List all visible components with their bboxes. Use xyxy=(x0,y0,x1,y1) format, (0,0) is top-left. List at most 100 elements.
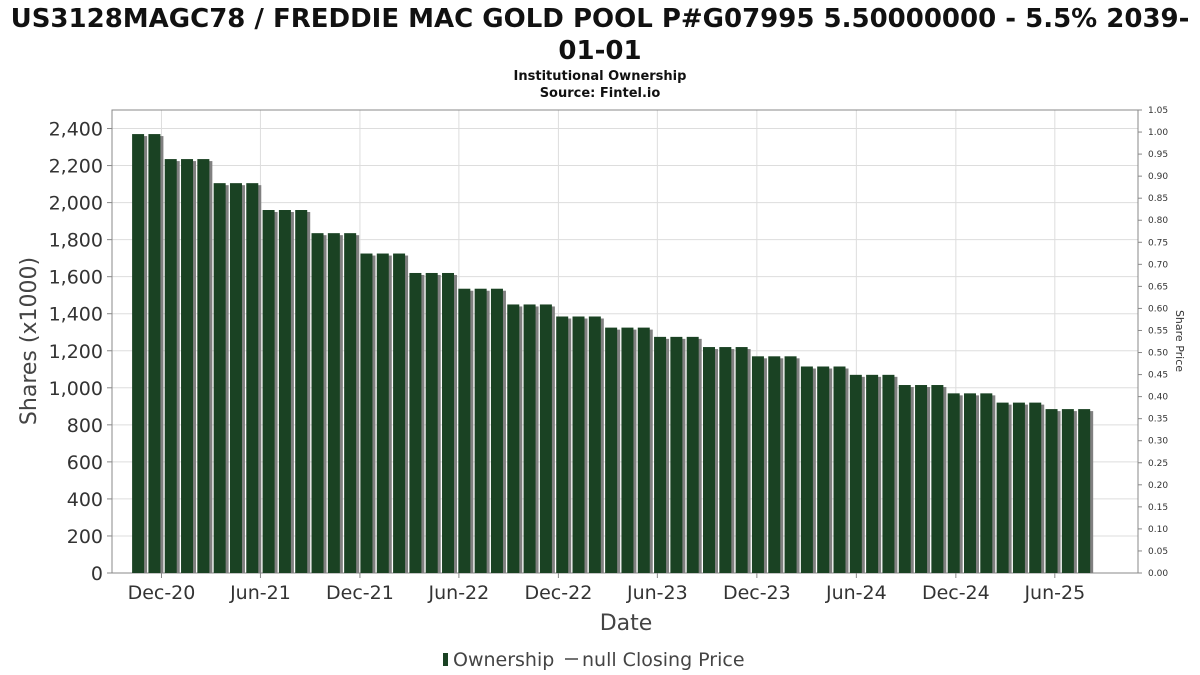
y-tick-label: 200 xyxy=(67,526,103,548)
ownership-bar xyxy=(458,288,471,573)
y2-tick-label: 0.30 xyxy=(1148,437,1168,447)
chart-title-line1: US3128MAGC78 / FREDDIE MAC GOLD POOL P#G… xyxy=(11,4,1190,34)
y2-tick-label: 0.70 xyxy=(1148,260,1168,270)
x-tick-label: Dec-20 xyxy=(128,582,196,604)
x-tick-label: Jun-22 xyxy=(428,582,490,604)
legend-price-label: null Closing Price xyxy=(582,649,745,671)
ownership-bar xyxy=(947,393,960,573)
y2-tick-label: 0.65 xyxy=(1148,282,1168,292)
y2-tick-label: 0.35 xyxy=(1148,415,1168,425)
y2-tick-label: 0.50 xyxy=(1148,349,1168,359)
ownership-bar xyxy=(670,336,683,573)
y-tick-label: 1,000 xyxy=(49,378,103,400)
y-tick-label: 600 xyxy=(67,452,103,474)
y2-tick-label: 0.45 xyxy=(1148,371,1168,381)
ownership-bar xyxy=(703,347,716,573)
ownership-bar xyxy=(425,272,438,573)
chart-title-line2: 01-01 xyxy=(558,36,641,66)
x-tick-label: Dec-21 xyxy=(326,582,394,604)
x-axis-ticks: Dec-20 Jun-21 Dec-21 Jun-22 Dec-22 Jun-23 Dec-… xyxy=(128,573,1085,604)
ownership-bar xyxy=(229,183,242,574)
ownership-bar xyxy=(360,253,373,573)
chart-subtitle-ownership: Institutional Ownership xyxy=(514,69,687,84)
ownership-bar xyxy=(539,304,552,573)
x-tick-label: Dec-22 xyxy=(524,582,592,604)
ownership-bar xyxy=(996,402,1009,573)
chart-subtitle-source: Source: Fintel.io xyxy=(540,86,661,101)
ownership-bar xyxy=(474,288,487,573)
ownership-bar xyxy=(654,336,667,573)
y2-tick-label: 0.15 xyxy=(1148,503,1168,513)
y2-tick-label: 0.00 xyxy=(1148,569,1168,579)
ownership-bar xyxy=(980,393,993,573)
y2-tick-label: 0.80 xyxy=(1148,216,1168,226)
y-tick-label: 1,200 xyxy=(49,341,103,363)
ownership-bar xyxy=(164,159,177,573)
y-tick-label: 1,600 xyxy=(49,267,103,289)
ownership-bar xyxy=(213,183,226,574)
ownership-bar xyxy=(262,210,275,573)
y2-tick-label: 0.95 xyxy=(1148,150,1168,160)
y-tick-label: 0 xyxy=(91,563,103,585)
ownership-bar xyxy=(409,272,422,573)
ownership-bar xyxy=(719,347,732,573)
ownership-bar xyxy=(490,288,503,573)
y2-tick-label: 0.85 xyxy=(1148,194,1168,204)
y-tick-label: 2,000 xyxy=(49,193,103,215)
ownership-bar xyxy=(588,316,601,573)
y2-tick-label: 0.05 xyxy=(1148,547,1168,557)
x-axis-label: Date xyxy=(600,611,653,636)
ownership-bar xyxy=(1045,409,1058,573)
ownership-bar xyxy=(898,385,911,573)
y-tick-label: 2,400 xyxy=(49,119,103,141)
ownership-bar xyxy=(376,253,389,573)
ownership-bar xyxy=(817,366,830,573)
ownership-bar xyxy=(278,210,291,573)
x-tick-label: Jun-23 xyxy=(626,582,688,604)
right-axis-ticks: 0.00 0.05 0.10 0.15 0.20 0.25 0.30 0.35 0.40 0.45… xyxy=(1138,106,1168,579)
ownership-bar xyxy=(1029,402,1042,573)
y-axis-label: Shares (x1000) xyxy=(17,257,42,425)
ownership-bar xyxy=(686,336,699,573)
ownership-bar xyxy=(833,366,846,573)
y-tick-label: 400 xyxy=(67,489,103,511)
ownership-bar xyxy=(1078,409,1091,573)
ownership-bar xyxy=(882,374,895,573)
y2-tick-label: 0.75 xyxy=(1148,238,1168,248)
ownership-bar xyxy=(768,356,781,573)
ownership-bar xyxy=(181,159,194,573)
ownership-bar xyxy=(784,356,797,573)
bars-group xyxy=(132,134,1094,574)
x-tick-label: Dec-24 xyxy=(922,582,990,604)
legend-ownership-swatch xyxy=(443,653,448,666)
ownership-bar xyxy=(311,233,324,573)
ownership-bar xyxy=(246,183,259,574)
ownership-bar xyxy=(442,272,455,573)
y2-axis-label: Share Price xyxy=(1173,310,1186,372)
ownership-bar xyxy=(393,253,406,573)
ownership-bar xyxy=(556,316,569,573)
ownership-bar xyxy=(344,233,357,573)
x-tick-label: Jun-25 xyxy=(1023,582,1085,604)
ownership-bar xyxy=(507,304,520,573)
ownership-bar xyxy=(735,347,748,573)
ownership-bar xyxy=(1012,402,1025,573)
y-tick-label: 1,400 xyxy=(49,304,103,326)
ownership-bar xyxy=(849,374,862,573)
ownership-bar xyxy=(327,233,340,573)
legend: Ownership null Closing Price xyxy=(443,649,745,671)
y2-tick-label: 0.60 xyxy=(1148,304,1168,314)
ownership-bar xyxy=(295,210,308,573)
ownership-bar xyxy=(800,366,813,573)
y2-tick-label: 0.20 xyxy=(1148,481,1168,491)
ownership-bar xyxy=(132,134,145,574)
ownership-bar xyxy=(605,327,618,573)
y2-tick-label: 0.40 xyxy=(1148,393,1168,403)
ownership-bar xyxy=(866,374,879,573)
y2-tick-label: 0.25 xyxy=(1148,459,1168,469)
y2-tick-label: 0.55 xyxy=(1148,326,1168,336)
y2-tick-label: 0.10 xyxy=(1148,525,1168,535)
x-tick-label: Jun-21 xyxy=(229,582,291,604)
ownership-bar xyxy=(621,327,634,573)
